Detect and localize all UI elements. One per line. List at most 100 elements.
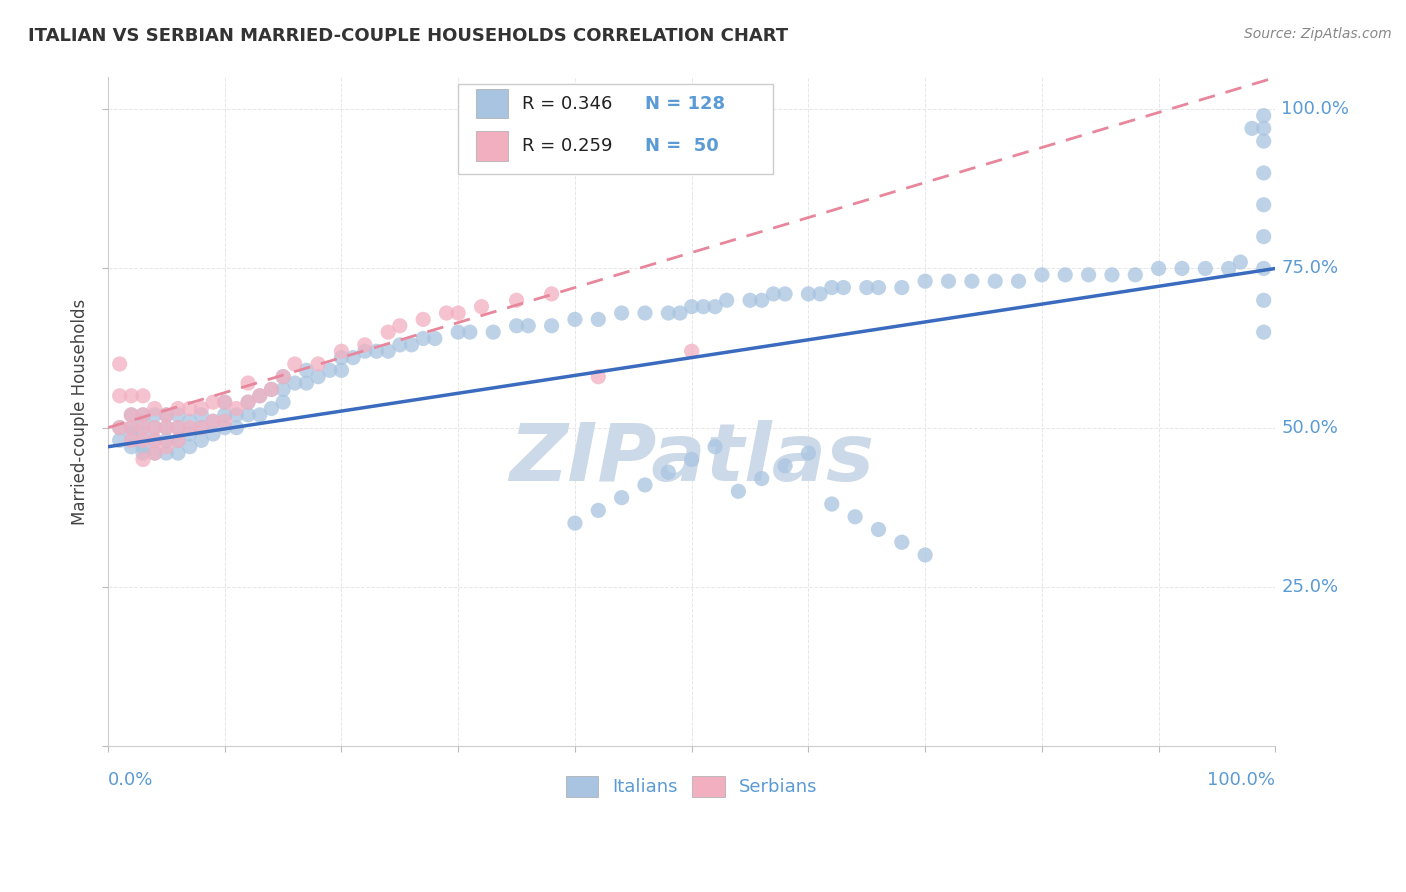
Point (132, 452, 155, 467)
Point (868, 280, 890, 294)
Point (202, 414, 225, 428)
Point (307, 369, 329, 384)
Point (727, 484, 749, 499)
Point (155, 420, 177, 434)
Text: 25.0%: 25.0% (1281, 578, 1339, 596)
Point (108, 420, 131, 434)
Point (155, 420, 177, 434)
Point (1253, 261, 1275, 276)
Point (692, 300, 714, 314)
Point (738, 293, 761, 308)
Point (249, 389, 271, 403)
Point (353, 338, 375, 352)
Point (260, 401, 283, 416)
Point (143, 420, 166, 434)
Point (284, 357, 307, 371)
Point (1253, 121, 1275, 136)
Point (1229, 255, 1251, 269)
Point (890, 280, 912, 294)
Point (132, 434, 155, 448)
Point (143, 434, 166, 448)
Point (108, 389, 131, 403)
Point (167, 420, 190, 434)
Point (143, 434, 166, 448)
Text: R = 0.259: R = 0.259 (523, 137, 613, 155)
Text: 0.0%: 0.0% (108, 772, 153, 789)
Point (1218, 261, 1240, 276)
Point (914, 548, 936, 562)
Point (517, 318, 540, 333)
Point (1054, 268, 1077, 282)
Point (1123, 268, 1146, 282)
Point (984, 274, 1007, 288)
FancyBboxPatch shape (475, 88, 509, 119)
Point (214, 420, 236, 434)
Point (1253, 325, 1275, 339)
Point (271, 369, 294, 384)
Point (704, 300, 727, 314)
Point (120, 427, 142, 442)
Point (225, 408, 247, 422)
Point (610, 306, 633, 320)
Point (1253, 229, 1275, 244)
Point (120, 420, 142, 434)
Point (1253, 166, 1275, 180)
Point (120, 408, 142, 422)
Point (132, 389, 155, 403)
Point (132, 408, 155, 422)
Point (190, 420, 212, 434)
Point (436, 306, 458, 320)
Point (1253, 293, 1275, 308)
Point (155, 440, 177, 454)
Point (214, 395, 236, 409)
Point (236, 376, 259, 390)
Point (388, 338, 411, 352)
Point (132, 446, 155, 460)
Point (143, 446, 166, 460)
Point (669, 306, 692, 320)
Point (132, 420, 155, 434)
Point (271, 369, 294, 384)
Point (236, 395, 259, 409)
Point (249, 389, 271, 403)
Point (505, 293, 527, 308)
Point (225, 420, 247, 434)
Point (1194, 261, 1216, 276)
Point (108, 357, 131, 371)
Point (855, 280, 877, 294)
Point (588, 312, 610, 326)
Point (540, 287, 562, 301)
Point (179, 427, 201, 442)
Point (202, 427, 225, 442)
Point (505, 318, 527, 333)
Point (353, 344, 375, 359)
Point (412, 331, 434, 345)
Point (388, 318, 411, 333)
Text: Source: ZipAtlas.com: Source: ZipAtlas.com (1244, 27, 1392, 41)
Point (681, 452, 703, 467)
Point (190, 434, 212, 448)
Point (167, 434, 190, 448)
Point (155, 434, 177, 448)
Point (447, 306, 470, 320)
Point (179, 414, 201, 428)
Point (330, 344, 353, 359)
Point (540, 318, 562, 333)
Point (167, 401, 190, 416)
Point (120, 389, 142, 403)
Point (938, 274, 960, 288)
Point (960, 274, 983, 288)
Point (868, 523, 890, 537)
Point (821, 497, 844, 511)
FancyBboxPatch shape (475, 131, 509, 161)
Point (1253, 198, 1275, 212)
Point (295, 376, 318, 390)
Point (202, 414, 225, 428)
Text: ITALIAN VS SERBIAN MARRIED-COUPLE HOUSEHOLDS CORRELATION CHART: ITALIAN VS SERBIAN MARRIED-COUPLE HOUSEH… (28, 27, 789, 45)
Point (167, 446, 190, 460)
Text: 100.0%: 100.0% (1281, 100, 1350, 119)
Point (1253, 109, 1275, 123)
Point (143, 401, 166, 416)
Point (143, 408, 166, 422)
Point (681, 344, 703, 359)
